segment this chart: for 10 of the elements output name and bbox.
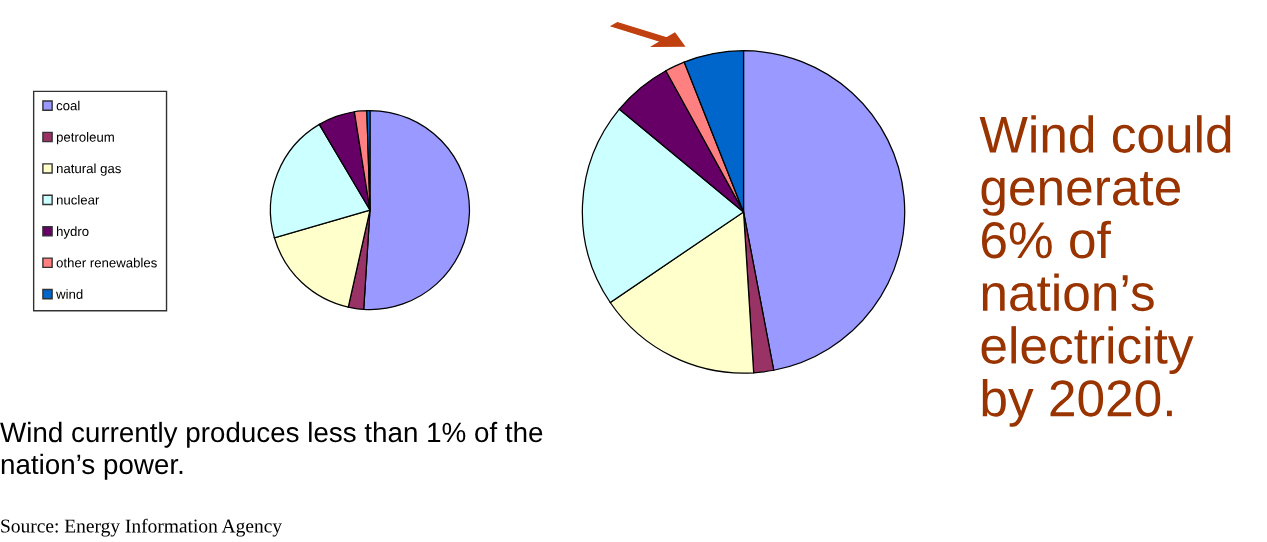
legend-label: natural gas	[56, 163, 121, 176]
source-note: Source: Energy Information Agency	[1, 518, 282, 537]
text: Wind currently produces less than 1% of the nation’s power.	[0, 421, 543, 480]
legend-label: other renewables	[56, 257, 157, 268]
legend-label: wind	[56, 289, 83, 299]
text: Wind could generate 6% of nation’s electricity by 2020.	[979, 115, 1231, 427]
legend-label: hydro	[57, 226, 89, 239]
legend-label: petroleum	[56, 132, 114, 145]
legend-label: nuclear	[56, 194, 100, 205]
legend-label: coal	[56, 100, 80, 111]
